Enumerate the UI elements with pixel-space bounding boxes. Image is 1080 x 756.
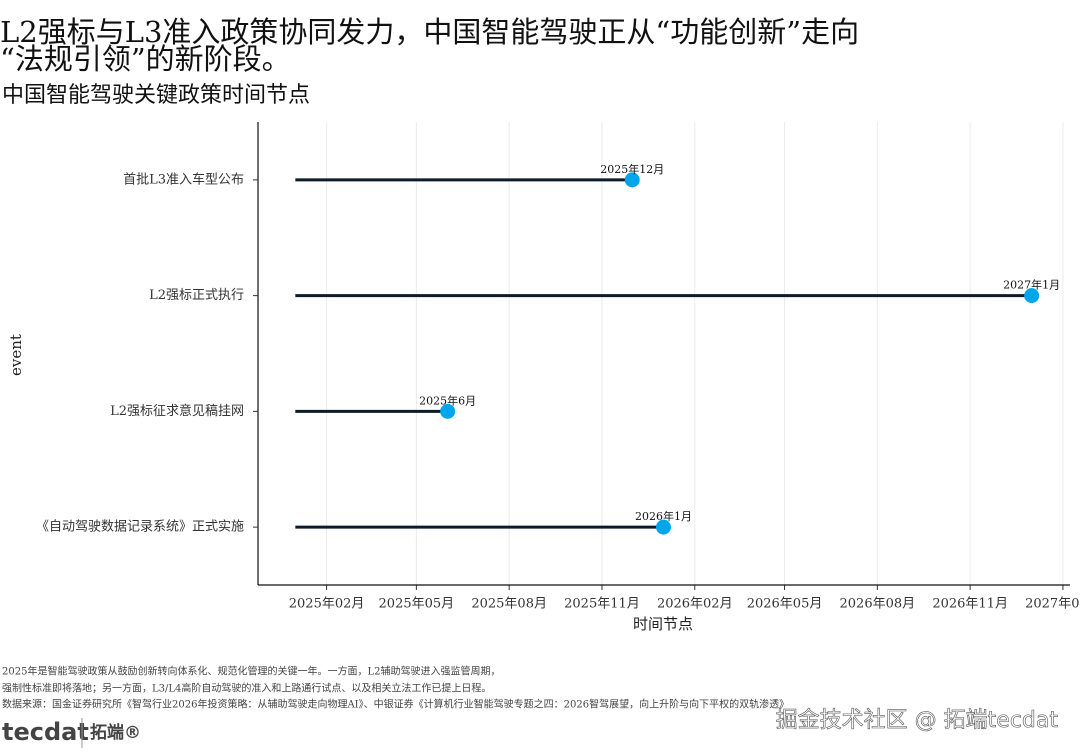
x-tick-label: 2025年05月: [379, 597, 455, 612]
watermark: 掘金技术社区 @ 拓端tecdat: [776, 708, 1059, 733]
chart-title: L2强标与L3准入政策协同发力，中国智能驾驶正从“功能创新”走向: [0, 15, 859, 49]
y-axis-title: event: [7, 334, 25, 376]
y-tick-label: 首批L3准入车型公布: [123, 171, 244, 187]
y-tick-label: L2强标征求意见稿挂网: [110, 403, 244, 419]
point-label: 2025年6月: [419, 393, 476, 407]
y-tick-label: 《自动驾驶数据记录系统》正式实施: [36, 520, 244, 535]
x-tick-label: 2026年05月: [747, 597, 823, 612]
x-tick-label: 2026年08月: [840, 597, 916, 612]
x-tick-label: 2025年02月: [289, 597, 365, 612]
point-label: 2027年1月: [1003, 278, 1060, 292]
point: [1024, 288, 1040, 304]
point: [655, 519, 671, 535]
logo-cn: 拓端®: [90, 722, 141, 743]
point: [440, 403, 456, 419]
x-tick-label: 2026年02月: [657, 597, 733, 612]
x-tick-label: 2027年02月: [1025, 597, 1080, 612]
chart-subtitle: 中国智能驾驶关键政策时间节点: [2, 83, 310, 108]
logo: tecdat: [2, 718, 89, 746]
y-tick-label: L2强标正式执行: [149, 288, 244, 303]
point: [624, 172, 640, 188]
caption: 2025年是智能驾驶政策从鼓励创新转向体系化、规范化管理的关键一年。一方面，L2…: [2, 665, 500, 678]
x-tick-label: 2025年08月: [471, 597, 547, 612]
x-tick-label: 2025年11月: [564, 597, 640, 612]
caption: 数据来源：国金证券研究所《智驾行业2026年投资策略：从辅助驾驶走向物理AI》、…: [2, 698, 789, 711]
caption: 强制性标准即将落地；另一方面，L3/L4高阶自动驾驶的准入和上路通行试点、以及相…: [2, 682, 491, 695]
chart-title: “法规引领”的新阶段。: [0, 42, 291, 76]
point-label: 2026年1月: [635, 509, 692, 523]
x-tick-label: 2026年11月: [932, 597, 1008, 612]
x-axis-title: 时间节点: [633, 615, 693, 633]
point-label: 2025年12月: [600, 162, 664, 176]
